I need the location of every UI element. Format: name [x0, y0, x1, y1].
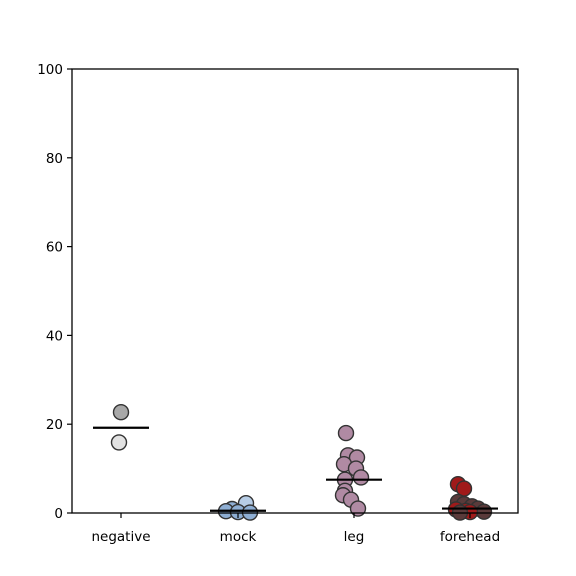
- y-tick-label: 20: [46, 417, 63, 433]
- y-tick-label: 80: [46, 151, 63, 167]
- plot-frame: [71, 68, 519, 514]
- data-point: [112, 404, 130, 421]
- data-point: [349, 500, 367, 517]
- x-tick-label: leg: [344, 529, 365, 545]
- y-tick-label: 40: [46, 328, 63, 344]
- x-tick-label: forehead: [440, 529, 500, 545]
- plot-marks: [93, 404, 498, 521]
- x-tick-label: mock: [220, 529, 257, 545]
- y-axis: 0 20 40 60 80 100: [37, 62, 72, 522]
- data-point: [110, 434, 128, 451]
- y-tick-label: 100: [37, 62, 63, 78]
- y-tick-label: 0: [54, 506, 63, 522]
- data-point: [352, 469, 370, 486]
- data-point: [475, 503, 493, 520]
- x-tick-label: negative: [91, 529, 150, 545]
- x-axis: negative mock leg forehead: [91, 513, 500, 545]
- y-tick-label: 60: [46, 240, 63, 256]
- data-point: [337, 424, 355, 442]
